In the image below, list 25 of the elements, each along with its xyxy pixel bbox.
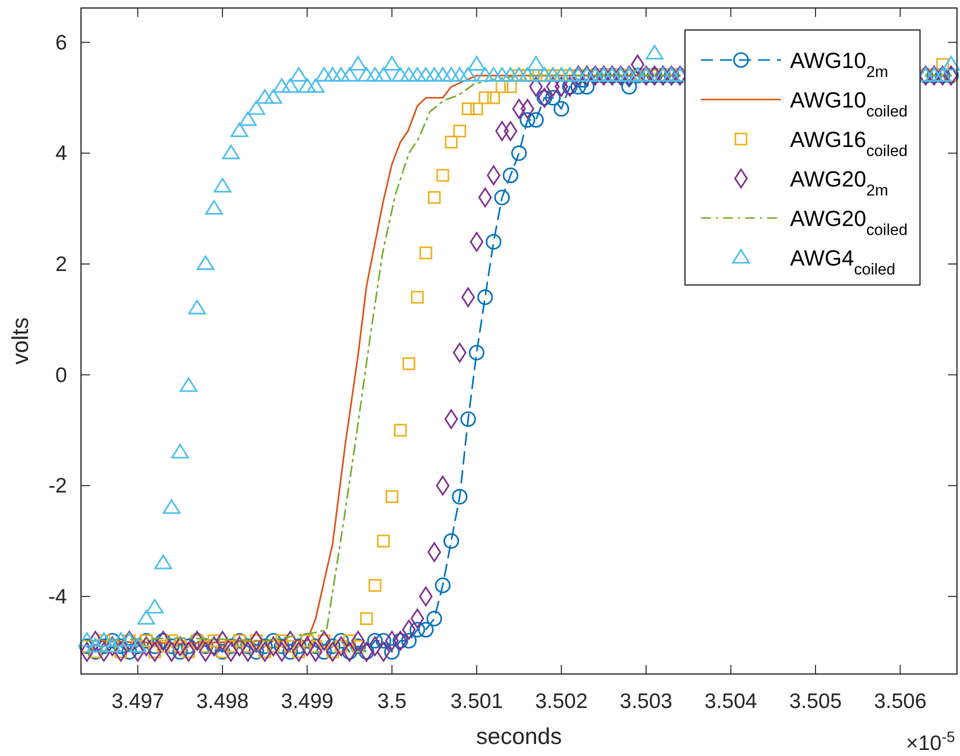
x-tick-label: 3.499 (280, 690, 334, 713)
x-tick-label: 3.5 (377, 690, 407, 713)
legend-label: AWG10$_{2m}$ (790, 48, 888, 80)
legend-label: AWG16$_{coiled}$ (790, 127, 908, 160)
y-tick-label: 2 (55, 252, 67, 276)
x-tick-label: 3.504 (704, 690, 758, 713)
legend-label: AWG4$_{coiled}$ (790, 246, 896, 278)
x-tick-label: 3.497 (111, 690, 164, 713)
y-tick-label: 0 (55, 364, 67, 387)
legend-label: AWG20$_{coiled}$ (790, 206, 908, 238)
text: ×10$^{-5}$ (906, 728, 955, 755)
x-tick-label: 3.505 (789, 690, 842, 713)
y-tick-label: 6 (55, 31, 67, 54)
x-tick-label: 3.502 (535, 690, 588, 713)
legend-label: AWG20$_{2m}$ (790, 166, 888, 199)
legend-label: AWG10$_{coiled}$ (790, 88, 908, 120)
x-axis-title: seconds (476, 723, 562, 749)
y-tick-label: -4 (48, 585, 68, 608)
y-tick-label: 4 (55, 142, 68, 166)
x-tick-label: 3.503 (620, 690, 672, 713)
y-tick-label: -2 (48, 474, 67, 498)
x-tick-label: 3.506 (874, 690, 927, 713)
x-tick-label: 3.498 (196, 690, 249, 713)
x-tick-label: 3.501 (450, 690, 503, 713)
y-axis-title: volts (7, 317, 33, 365)
